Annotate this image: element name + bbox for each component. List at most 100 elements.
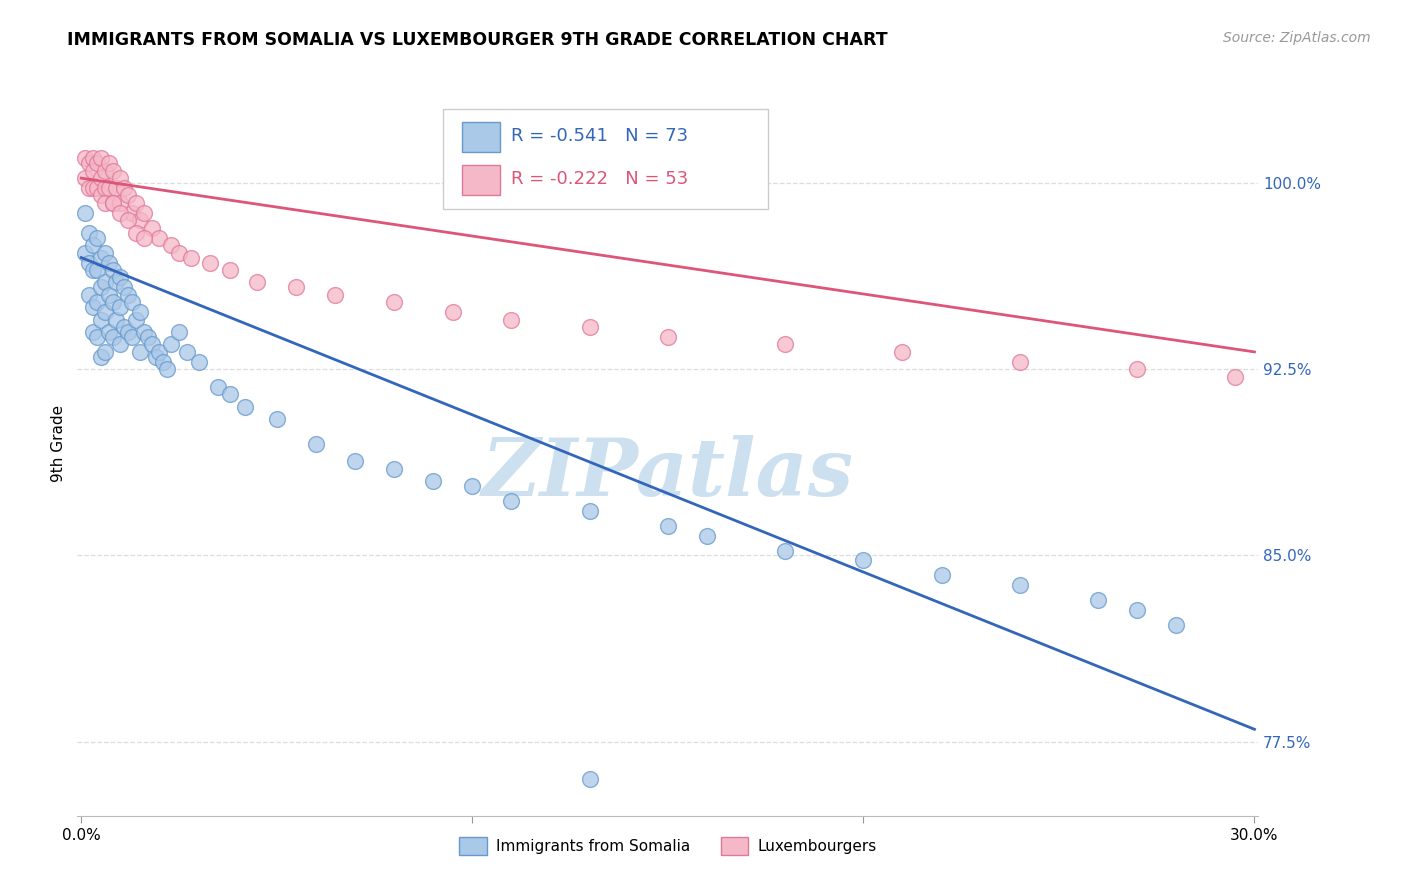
Point — [75, 171, 97, 186]
Point — [773, 337, 796, 351]
Point — [246, 276, 269, 290]
Point — [461, 479, 484, 493]
Point — [325, 287, 347, 301]
Y-axis label: 9th Grade: 9th Grade — [51, 405, 66, 483]
Point — [578, 772, 600, 786]
Point — [90, 350, 112, 364]
Point — [285, 280, 308, 294]
Text: ZIPatlas: ZIPatlas — [482, 434, 853, 512]
Point — [207, 379, 229, 393]
Point — [101, 330, 124, 344]
Point — [852, 553, 875, 567]
Point — [82, 263, 104, 277]
Point — [657, 330, 679, 344]
Point — [101, 295, 124, 310]
Point — [773, 543, 796, 558]
Point — [125, 226, 148, 240]
Point — [97, 156, 120, 170]
Point — [97, 181, 120, 195]
Point — [117, 325, 139, 339]
Point — [129, 345, 152, 359]
Point — [110, 270, 132, 285]
Point — [145, 350, 167, 364]
Point — [112, 320, 135, 334]
Point — [125, 196, 148, 211]
Point — [578, 504, 600, 518]
Point — [77, 226, 100, 240]
Point — [77, 255, 100, 269]
Point — [160, 337, 183, 351]
Point — [75, 206, 97, 220]
Point — [176, 345, 198, 359]
Point — [82, 151, 104, 165]
Point — [110, 171, 132, 186]
Point — [132, 206, 155, 220]
Point — [90, 188, 112, 202]
FancyBboxPatch shape — [463, 122, 501, 152]
Point — [156, 362, 179, 376]
Point — [200, 255, 222, 269]
Point — [129, 305, 152, 319]
Point — [112, 280, 135, 294]
Point — [105, 276, 128, 290]
Point — [82, 238, 104, 252]
Point — [167, 325, 190, 339]
Point — [82, 300, 104, 314]
Point — [578, 320, 600, 334]
Point — [110, 337, 132, 351]
Point — [105, 312, 128, 326]
Point — [235, 400, 257, 414]
Point — [110, 196, 132, 211]
Point — [121, 295, 143, 310]
Point — [101, 196, 124, 211]
Point — [1126, 603, 1149, 617]
Text: R = -0.222   N = 53: R = -0.222 N = 53 — [510, 170, 688, 188]
Point — [117, 188, 139, 202]
Point — [148, 345, 170, 359]
Point — [382, 461, 405, 475]
Point — [93, 163, 115, 178]
Point — [77, 156, 100, 170]
Point — [501, 312, 523, 326]
Point — [141, 337, 163, 351]
Point — [97, 287, 120, 301]
Point — [125, 312, 148, 326]
Point — [218, 387, 240, 401]
Point — [148, 230, 170, 244]
Point — [101, 263, 124, 277]
Point — [117, 287, 139, 301]
Point — [141, 220, 163, 235]
Point — [77, 181, 100, 195]
Point — [86, 330, 108, 344]
Point — [86, 181, 108, 195]
Point — [167, 245, 190, 260]
Point — [82, 163, 104, 178]
Point — [110, 300, 132, 314]
Point — [90, 251, 112, 265]
Point — [218, 263, 240, 277]
Point — [1166, 618, 1188, 632]
Point — [382, 295, 405, 310]
Point — [696, 528, 718, 542]
Point — [75, 151, 97, 165]
Point — [121, 206, 143, 220]
Point — [101, 163, 124, 178]
Point — [187, 355, 209, 369]
Point — [160, 238, 183, 252]
Point — [93, 196, 115, 211]
Point — [90, 151, 112, 165]
Point — [93, 345, 115, 359]
Point — [97, 325, 120, 339]
Point — [931, 568, 953, 582]
Point — [1008, 355, 1031, 369]
Point — [93, 276, 115, 290]
Point — [152, 355, 174, 369]
Point — [93, 181, 115, 195]
Point — [117, 213, 139, 227]
Point — [77, 287, 100, 301]
Point — [86, 230, 108, 244]
Point — [180, 251, 202, 265]
Point — [129, 213, 152, 227]
Point — [132, 230, 155, 244]
Text: R = -0.541   N = 73: R = -0.541 N = 73 — [510, 128, 688, 145]
